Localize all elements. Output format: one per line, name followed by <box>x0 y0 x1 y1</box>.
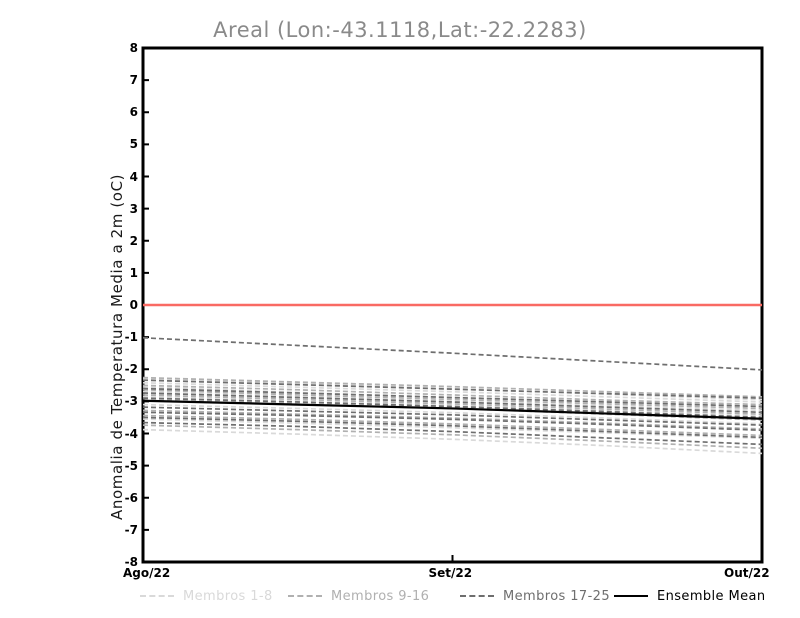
member-line <box>142 384 763 406</box>
y-axis-tick-label: -2 <box>124 362 138 377</box>
member-line <box>142 403 763 425</box>
member-line <box>142 390 763 412</box>
y-axis-tick-label: -1 <box>124 330 138 345</box>
y-axis-tick-label: 6 <box>129 105 138 120</box>
y-axis-tick-labels: 8 7 6 5 4 3 2 1 0 -1 -2 -3 -4 -5 -6 -7 -8 <box>106 0 138 618</box>
member-line <box>142 406 763 426</box>
member-line <box>142 378 763 401</box>
y-axis-tick-label: -7 <box>124 522 138 537</box>
member-line <box>142 336 763 371</box>
legend-label: Ensemble Mean <box>657 588 766 604</box>
y-axis-tick-label: 1 <box>129 265 138 280</box>
member-line <box>142 428 763 455</box>
legend-line-swatch <box>460 591 494 601</box>
x-axis-tick-label: Ago/22 <box>123 566 171 580</box>
chart-legend: Membros 1-8 Membros 9-16 Membros 17-25 Ense… <box>0 586 800 608</box>
member-line <box>142 397 763 419</box>
member-line <box>142 411 763 432</box>
ensemble-mean-line <box>142 399 763 420</box>
legend-item: Membros 9-16 <box>288 586 429 606</box>
legend-label: Membros 1-8 <box>183 588 273 604</box>
member-line <box>142 418 763 440</box>
member-line <box>142 388 763 410</box>
member-line <box>142 421 763 446</box>
x-axis-tick-label: Out/22 <box>724 566 770 580</box>
member-line <box>142 392 763 414</box>
y-axis-tick-label: 0 <box>129 298 138 312</box>
legend-line-swatch <box>614 591 648 601</box>
y-axis-tick-label: -5 <box>124 458 138 473</box>
y-axis-tick-label: 3 <box>129 201 138 216</box>
legend-line-swatch <box>140 591 174 601</box>
legend-item: Membros 17-25 <box>460 586 610 606</box>
legend-line-swatch <box>288 591 322 601</box>
y-axis-tick-label: -8 <box>124 555 138 569</box>
y-axis-tick-label: 8 <box>129 41 138 55</box>
member-line <box>142 416 763 439</box>
member-line <box>142 424 763 450</box>
y-axis-tick-label: -4 <box>124 426 138 441</box>
y-axis-tick-label: -3 <box>124 394 138 409</box>
legend-label: Membros 9-16 <box>331 588 430 604</box>
y-axis-tick-label: -6 <box>124 490 138 505</box>
member-line <box>142 409 763 430</box>
member-line <box>142 381 763 403</box>
chart-title: Areal (Lon:-43.1118,Lat:-22.2283) <box>213 18 587 42</box>
member-line <box>142 394 763 416</box>
legend-item: Membros 1-8 <box>140 586 273 606</box>
legend-item: Ensemble Mean <box>614 586 766 606</box>
member-line <box>142 414 763 437</box>
y-axis-tick-label: 2 <box>129 233 138 248</box>
x-axis-tick-label: Set/22 <box>428 566 473 580</box>
member-line <box>142 396 763 417</box>
legend-label: Membros 17-25 <box>503 588 611 604</box>
member-line <box>142 387 763 408</box>
y-axis-tick-label: 4 <box>129 169 138 184</box>
member-line <box>142 379 763 400</box>
y-axis-tick-label: 5 <box>129 137 138 152</box>
y-axis-tick-label: 7 <box>129 73 138 88</box>
member-line <box>142 376 763 398</box>
